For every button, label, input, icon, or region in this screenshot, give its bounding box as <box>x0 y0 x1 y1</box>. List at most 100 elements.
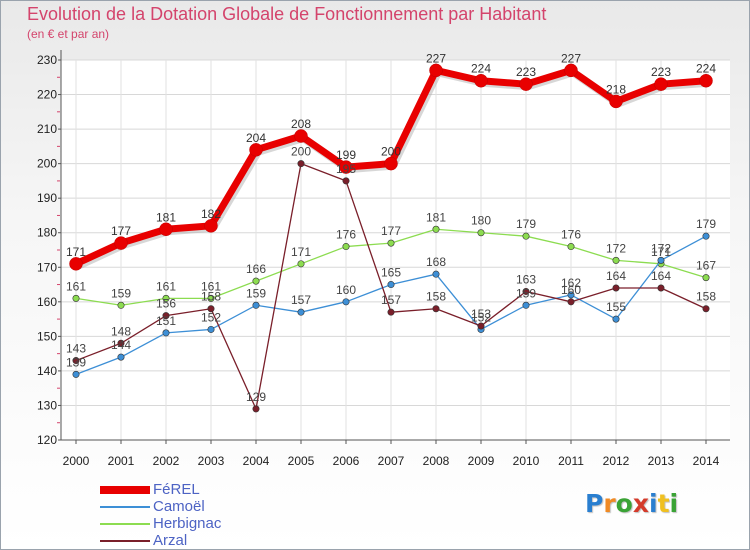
data-point <box>654 77 668 91</box>
plot-area <box>61 60 730 440</box>
logo-letter: x <box>632 489 649 518</box>
data-point <box>567 298 575 306</box>
x-tick-label: 2012 <box>603 454 630 468</box>
data-label: 177 <box>381 224 401 238</box>
data-label: 152 <box>471 310 491 324</box>
data-label: 157 <box>381 293 401 307</box>
data-point <box>72 370 80 378</box>
data-point <box>339 160 353 174</box>
logo-letter: r <box>603 489 616 518</box>
data-label: 195 <box>336 162 356 176</box>
data-point <box>294 129 308 143</box>
data-point <box>387 308 395 316</box>
logo-letter: o <box>615 489 633 518</box>
legend-swatch <box>100 486 150 494</box>
data-label: 161 <box>201 279 221 293</box>
legend-swatch <box>100 523 150 525</box>
data-point <box>204 219 218 233</box>
y-tick-label: 230 <box>37 53 57 67</box>
data-point <box>387 239 395 247</box>
data-label: 180 <box>471 214 491 228</box>
data-point <box>207 325 215 333</box>
data-point <box>207 305 215 313</box>
data-point <box>609 94 623 109</box>
data-point <box>162 312 170 320</box>
data-point <box>252 301 260 309</box>
data-label: 208 <box>291 117 311 131</box>
data-label: 167 <box>696 259 716 273</box>
y-tick-label: 130 <box>37 398 57 412</box>
data-label: 156 <box>156 297 176 311</box>
data-label: 144 <box>111 338 131 352</box>
y-tick-label: 190 <box>37 191 57 205</box>
data-label: 160 <box>561 283 581 297</box>
data-point <box>342 177 350 185</box>
data-point <box>612 256 620 264</box>
data-label: 163 <box>516 272 536 286</box>
data-label: 166 <box>246 262 266 276</box>
data-label: 168 <box>426 255 446 269</box>
data-point <box>564 63 578 78</box>
y-tick-label: 170 <box>37 260 57 274</box>
y-tick-label: 180 <box>37 226 57 240</box>
data-point <box>474 73 488 88</box>
data-label: 218 <box>606 82 626 96</box>
data-point <box>522 232 530 240</box>
data-point <box>162 329 170 337</box>
proxiti-logo: Proxiti <box>585 489 678 518</box>
x-tick-label: 2003 <box>198 454 225 468</box>
data-label: 162 <box>561 276 581 290</box>
data-label: 158 <box>201 290 221 304</box>
data-point <box>252 405 260 413</box>
data-label: 227 <box>561 51 581 65</box>
data-point <box>249 143 263 157</box>
data-label: 171 <box>291 245 311 259</box>
data-point <box>297 308 305 316</box>
chart-title: Evolution de la Dotation Globale de Fonc… <box>27 4 547 24</box>
data-label: 159 <box>516 286 536 300</box>
data-label: 179 <box>696 217 716 231</box>
data-label: 143 <box>66 342 86 356</box>
data-label: 158 <box>696 290 716 304</box>
data-point <box>117 301 125 309</box>
data-point <box>207 294 215 302</box>
y-tick-label: 160 <box>37 295 57 309</box>
data-label: 161 <box>66 279 86 293</box>
data-point <box>159 222 173 237</box>
data-label: 179 <box>516 217 536 231</box>
data-label: 224 <box>471 62 491 76</box>
data-point <box>522 301 530 309</box>
x-tick-label: 2005 <box>288 454 315 468</box>
data-label: 223 <box>516 65 536 79</box>
y-tick-label: 150 <box>37 329 57 343</box>
y-tick-label: 200 <box>37 157 57 171</box>
data-label: 148 <box>111 324 131 338</box>
chart-subtitle: (en € et par an) <box>27 27 110 41</box>
y-tick-label: 120 <box>37 433 57 447</box>
data-label: 164 <box>606 269 626 283</box>
data-label: 159 <box>111 286 131 300</box>
data-point <box>432 305 440 313</box>
data-label: 151 <box>156 314 176 328</box>
data-point <box>342 298 350 306</box>
data-label: 223 <box>651 65 671 79</box>
data-label: 139 <box>66 355 86 369</box>
data-label: 200 <box>381 145 401 159</box>
data-point <box>297 160 305 168</box>
x-tick-label: 2010 <box>513 454 540 468</box>
data-point <box>519 77 533 91</box>
data-label: 157 <box>291 293 311 307</box>
data-label: 161 <box>156 279 176 293</box>
data-label: 204 <box>246 131 266 145</box>
data-point <box>477 322 485 330</box>
x-tick-label: 2004 <box>243 454 270 468</box>
data-point <box>72 294 80 302</box>
data-label: 165 <box>381 266 401 280</box>
legend-label: Herbignac <box>153 515 222 532</box>
y-tick-label: 210 <box>37 122 57 136</box>
x-tick-label: 2001 <box>108 454 135 468</box>
legend-label: Arzal <box>153 532 188 549</box>
data-label: 227 <box>426 51 446 65</box>
x-tick-label: 2000 <box>63 454 90 468</box>
